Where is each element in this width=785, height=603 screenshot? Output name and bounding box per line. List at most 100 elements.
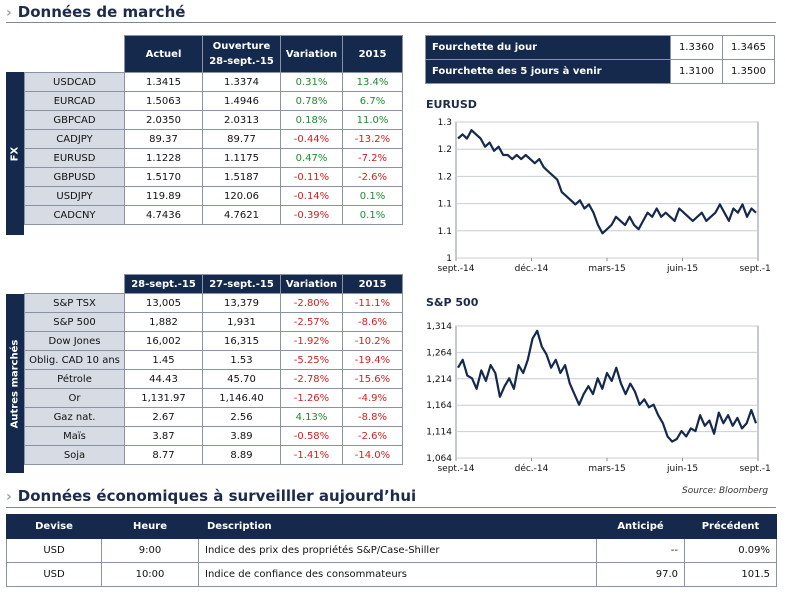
fx-row-ytd: -7.2% [342,148,403,168]
fx-row-ytd: 0.1% [342,186,403,206]
fx-row-actuel: 4.7436 [124,205,203,225]
fx-row-variation: 0.18% [280,110,343,130]
sp500-y-tick-label: 1,064 [426,454,452,464]
other-row-col1: 1,882 [124,312,203,332]
eurusd-chart-title: EURUSD [426,98,477,111]
fx-row-actuel: 119.89 [124,186,203,206]
other-row: Maïs 3.87 3.89 -0.58% -2.6% [24,426,403,446]
other-row-ytd: -2.6% [342,426,403,446]
other-row: S&P 500 1,882 1,931 -2.57% -8.6% [24,312,403,332]
other-row-variation: -2.57% [280,312,343,332]
fx-row-ouverture: 120.06 [202,186,281,206]
other-row-variation: -2.78% [280,369,343,389]
fx-row: CADCNY 4.7436 4.7621 -0.39% 0.1% [24,205,403,225]
range-label: Fourchette du jour [425,35,671,60]
econ-header-devise: Devise [6,514,102,539]
fx-row-actuel: 1.3415 [124,72,203,92]
fx-row: EURCAD 1.5063 1.4946 0.78% 6.7% [24,91,403,111]
fx-row: EURUSD 1.1228 1.1175 0.47% -7.2% [24,148,403,168]
econ-title-rule [6,507,776,508]
other-row-ytd: -15.6% [342,369,403,389]
fx-row: GBPCAD 2.0350 2.0313 0.18% 11.0% [24,110,403,130]
ranges-table: Fourchette du jour 1.3360 1.3465 Fourche… [425,35,776,84]
fx-row-variation: 0.78% [280,91,343,111]
other-row-col2: 16,315 [202,331,281,351]
other-header-blank [25,275,125,294]
other-header-col2: 27-sept.-15 [202,274,281,294]
other-header-ytd: 2015 [342,274,403,294]
other-header-variation: Variation [280,274,343,294]
other-row-col2: 8.89 [202,445,281,465]
other-row-col2: 1.53 [202,350,281,370]
econ-header-anticipe: Anticipé [596,514,685,539]
sp500-y-tick-label: 1,214 [426,375,452,385]
fx-row-ytd: 13.4% [342,72,403,92]
other-row: S&P TSX 13,005 13,379 -2.80% -11.1% [24,293,403,313]
fx-row: USDJPY 119.89 120.06 -0.14% 0.1% [24,186,403,206]
range-high: 1.3500 [721,59,776,84]
other-row: Pétrole 44.43 45.70 -2.78% -15.6% [24,369,403,389]
other-row: Oblig. CAD 10 ans 1.45 1.53 -5.25% -19.4% [24,350,403,370]
fx-row-actuel: 1.5170 [124,167,203,187]
fx-row-variation: -0.39% [280,205,343,225]
eurusd-x-tick-label: sept.-14 [437,264,474,274]
fx-row-ytd: 6.7% [342,91,403,111]
fx-row-actuel: 2.0350 [124,110,203,130]
econ-row-devise: USD [6,538,102,563]
fx-header-variation: Variation [280,35,343,73]
econ-row: USD 9:00 Indice des prix des propriétés S&… [6,538,777,563]
range-low: 1.3360 [669,35,723,60]
sp500-plot-area [455,325,759,459]
sp500-chart-title: S&P 500 [426,296,479,309]
other-row-col1: 16,002 [124,331,203,351]
fx-row-actuel: 1.5063 [124,91,203,111]
sp500-x-tick-label: sept.-15 [739,464,770,474]
other-row-name: Oblig. CAD 10 ans [24,350,125,370]
econ-row-heure: 10:00 [101,562,199,587]
fx-row-actuel: 89.37 [124,129,203,149]
fx-row-ouverture: 1.1175 [202,148,281,168]
other-row-col2: 2.56 [202,407,281,427]
econ-section-title: › Données économiques à surveilller aujou… [6,487,417,505]
other-row-ytd: -4.9% [342,388,403,408]
eurusd-y-tick-label: 1.1 [438,227,452,237]
sp500-y-tick-label: 1,314 [426,322,452,332]
other-row-col1: 3.87 [124,426,203,446]
eurusd-y-tick-label: 1.3 [438,118,452,128]
other-row-variation: -1.26% [280,388,343,408]
econ-header-heure: Heure [101,514,199,539]
econ-row-devise: USD [6,562,102,587]
other-row-name: Pétrole [24,369,125,389]
other-row-ytd: -11.1% [342,293,403,313]
fx-row-ytd: 11.0% [342,110,403,130]
econ-row-anticipe: -- [596,538,685,563]
other-row-ytd: -19.4% [342,350,403,370]
other-header-col1: 28-sept.-15 [124,274,203,294]
range-row-day: Fourchette du jour 1.3360 1.3465 [425,35,776,60]
fx-row-ytd: -2.6% [342,167,403,187]
other-row-col2: 1,931 [202,312,281,332]
other-row-col2: 13,379 [202,293,281,313]
fx-row-ouverture: 1.4946 [202,91,281,111]
fx-row-ouverture: 1.5187 [202,167,281,187]
other-row-col1: 1,131.97 [124,388,203,408]
econ-row-heure: 9:00 [101,538,199,563]
eurusd-x-tick-label: mars-15 [588,264,625,274]
fx-row-name: GBPCAD [24,110,125,130]
fx-header-ytd: 2015 [342,35,403,73]
title-rule [6,22,776,23]
other-row: Dow Jones 16,002 16,315 -1.92% -10.2% [24,331,403,351]
range-low: 1.3100 [669,59,723,84]
fx-row-name: EURCAD [24,91,125,111]
sp500-y-tick-label: 1,114 [426,428,452,438]
other-row-ytd: -10.2% [342,331,403,351]
other-row: Gaz nat. 2.67 2.56 4.13% -8.8% [24,407,403,427]
sp500-y-tick-label: 1,264 [426,348,452,358]
eurusd-x-tick-label: déc.-14 [515,263,549,274]
eurusd-y-tick-label: 1 [446,254,452,264]
econ-row-description: Indice des prix des propriétés S&P/Case-… [198,538,597,563]
fx-row-ouverture: 1.3374 [202,72,281,92]
fx-row-name: EURUSD [24,148,125,168]
fx-row-actuel: 1.1228 [124,148,203,168]
